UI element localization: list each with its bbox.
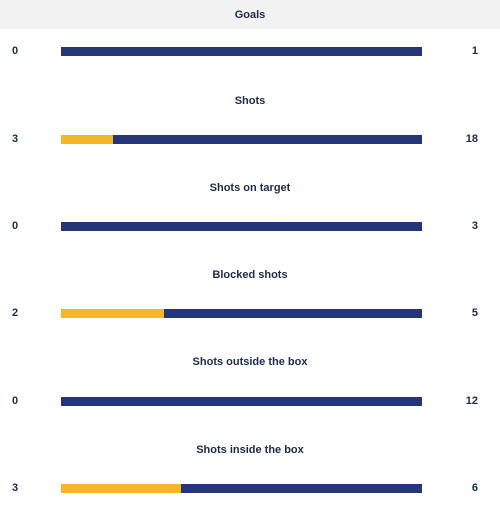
comparison-bar (61, 309, 422, 318)
home-value: 3 (12, 133, 19, 145)
comparison-bar (61, 135, 422, 144)
header-band (0, 0, 500, 29)
away-bar-segment (61, 397, 422, 406)
stat-label: Blocked shots (212, 269, 288, 281)
home-value: 0 (12, 45, 19, 57)
away-value: 12 (465, 395, 478, 407)
comparison-bar (61, 222, 422, 231)
stat-label: Shots on target (209, 182, 291, 194)
away-bar-segment (164, 309, 422, 318)
home-bar-segment (61, 135, 113, 144)
stat-label: Goals (234, 9, 266, 21)
home-bar-segment (61, 309, 165, 318)
stat-label: Shots (234, 95, 266, 107)
away-bar-segment (61, 47, 422, 56)
home-value: 2 (12, 307, 19, 319)
away-bar-segment (112, 135, 422, 144)
away-value: 1 (471, 45, 478, 57)
home-value: 3 (12, 482, 19, 494)
away-value: 3 (471, 220, 478, 232)
home-value: 0 (12, 395, 19, 407)
away-value: 5 (471, 307, 478, 319)
home-value: 0 (12, 220, 19, 232)
stat-label: Shots outside the box (192, 356, 308, 368)
away-bar-segment (61, 222, 422, 231)
away-value: 6 (471, 482, 478, 494)
stat-label: Shots inside the box (196, 444, 304, 456)
away-bar-segment (181, 484, 422, 493)
comparison-bar (61, 484, 422, 493)
home-bar-segment (61, 484, 182, 493)
away-value: 18 (465, 133, 478, 145)
comparison-bar (61, 47, 422, 56)
comparison-bar (61, 397, 422, 406)
